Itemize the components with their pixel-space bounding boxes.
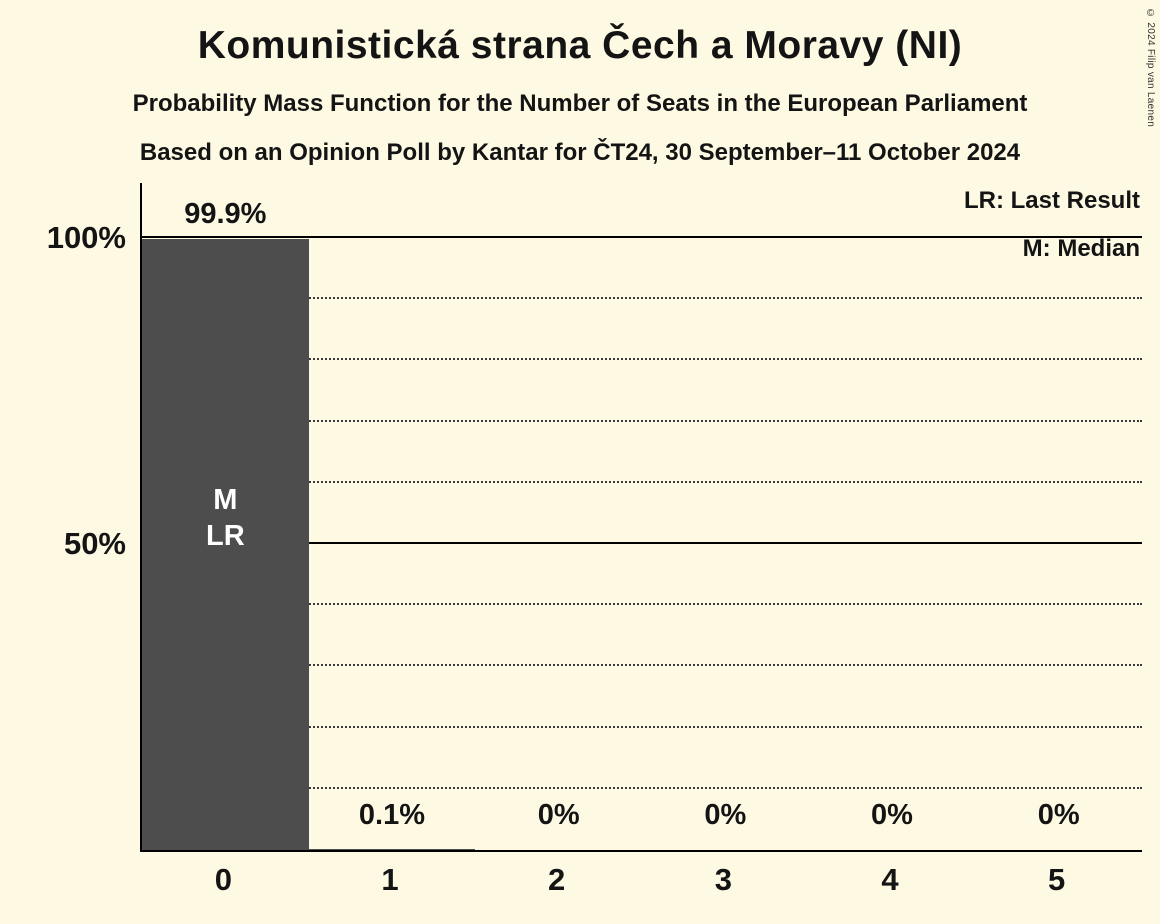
bar-0 bbox=[142, 238, 309, 850]
gridline-dotted-60 bbox=[142, 480, 1142, 483]
bar-annotation-0: M LR bbox=[142, 482, 309, 555]
bar-value-label-5: 0% bbox=[1037, 799, 1080, 831]
x-tick-label-4: 4 bbox=[881, 862, 899, 897]
chart-subtitle: Probability Mass Function for the Number… bbox=[132, 90, 1028, 117]
legend-last-result: LR: Last Result bbox=[963, 187, 1140, 214]
copyright-text: © 2024 Filip van Laenen bbox=[1145, 8, 1156, 128]
gridline-dotted-70 bbox=[142, 419, 1142, 422]
gridline-dotted-40 bbox=[142, 603, 1142, 606]
chart-title: Komunistická strana Čech a Moravy (NI) bbox=[197, 24, 963, 67]
gridline-dotted-10 bbox=[142, 786, 1142, 789]
bar-slot-1: 0.1% bbox=[308, 183, 476, 850]
gridline-dotted-20 bbox=[142, 725, 1142, 728]
chart-source-line: Based on an Opinion Poll by Kantar for Č… bbox=[139, 139, 1021, 166]
bar-value-label-1: 0.1% bbox=[358, 799, 426, 831]
bar-slot-2: 0% bbox=[475, 183, 642, 850]
bar-value-label-2: 0% bbox=[537, 799, 580, 831]
plot-area: 99.9% M LR 0.1% 0% 0% 0% 0% bbox=[140, 183, 1142, 852]
bar-1 bbox=[308, 849, 476, 850]
bar-value-label-0: 99.9% bbox=[184, 197, 267, 230]
x-tick-label-0: 0 bbox=[214, 862, 232, 897]
gridline-dotted-80 bbox=[142, 358, 1142, 361]
x-tick-label-5: 5 bbox=[1048, 862, 1066, 897]
bar-slot-0: 99.9% M LR bbox=[142, 183, 309, 850]
x-tick-label-1: 1 bbox=[381, 862, 399, 897]
legend-median: M: Median bbox=[1022, 235, 1140, 262]
bar-value-label-4: 0% bbox=[871, 799, 913, 831]
y-axis-label-100: 100% bbox=[46, 220, 126, 255]
bar-slot-5: 0% bbox=[975, 183, 1142, 850]
bar-value-label-3: 0% bbox=[704, 799, 747, 831]
x-tick-label-3: 3 bbox=[714, 862, 732, 897]
gridline-dotted-30 bbox=[142, 664, 1142, 667]
x-tick-label-2: 2 bbox=[548, 862, 566, 897]
x-axis-labels: 0 1 2 3 4 5 bbox=[140, 862, 1140, 912]
y-axis-label-50: 50% bbox=[63, 526, 126, 561]
gridline-solid-50 bbox=[142, 542, 1142, 544]
bar-annotation-line: M bbox=[213, 483, 238, 516]
gridline-dotted-90 bbox=[142, 297, 1142, 300]
bar-annotation-line: LR bbox=[205, 520, 245, 553]
gridline-solid-100 bbox=[142, 236, 1142, 238]
bar-slot-4: 0% bbox=[809, 183, 976, 850]
bar-slot-3: 0% bbox=[642, 183, 809, 850]
